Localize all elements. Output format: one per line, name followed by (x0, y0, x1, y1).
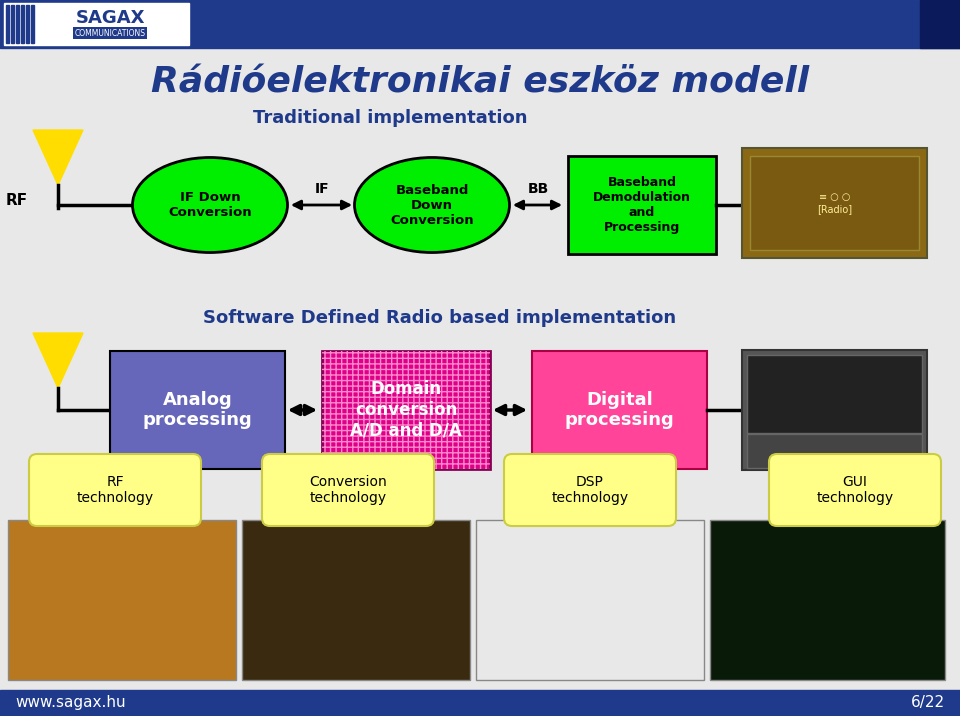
Bar (920, 0, 960, 48)
Bar (322, 351, 490, 469)
Text: Baseband
Down
Conversion: Baseband Down Conversion (390, 183, 474, 226)
Bar (322, 351, 490, 469)
Text: Software Defined Radio based implementation: Software Defined Radio based implementat… (204, 309, 677, 327)
Bar (532, 351, 707, 469)
Bar (747, 434, 922, 468)
Text: IF Down
Conversion: IF Down Conversion (168, 191, 252, 219)
Bar (742, 350, 927, 470)
Bar (750, 156, 919, 250)
Text: BB: BB (527, 182, 548, 196)
FancyBboxPatch shape (504, 454, 676, 526)
Text: SAGAX: SAGAX (75, 9, 145, 27)
Bar (26, 5, 29, 43)
Text: DSP
technology: DSP technology (551, 475, 629, 505)
Bar (11, 5, 14, 43)
FancyBboxPatch shape (262, 454, 434, 526)
Bar (16, 5, 19, 43)
Bar (747, 355, 922, 433)
Text: www.sagax.hu: www.sagax.hu (15, 695, 126, 710)
Bar (568, 156, 716, 254)
Text: Domain
conversion
A/D and D/A: Domain conversion A/D and D/A (350, 380, 462, 440)
Bar (6, 5, 9, 43)
Bar (31, 5, 34, 43)
Bar (710, 520, 945, 680)
Ellipse shape (132, 158, 287, 253)
Text: Traditional implementation: Traditional implementation (252, 109, 527, 127)
Text: Analog
processing: Analog processing (143, 391, 252, 430)
FancyBboxPatch shape (29, 454, 201, 526)
Ellipse shape (354, 158, 510, 253)
Text: Conversion
technology: Conversion technology (309, 475, 387, 505)
Bar (4, 3, 189, 45)
Text: Digital
processing: Digital processing (564, 391, 674, 430)
Text: COMMUNICATIONS: COMMUNICATIONS (75, 29, 146, 37)
Text: RF: RF (6, 193, 28, 208)
Bar (0, 690, 960, 716)
FancyBboxPatch shape (769, 454, 941, 526)
Polygon shape (33, 130, 83, 185)
Text: 6/22: 6/22 (911, 695, 945, 710)
Text: RF
technology: RF technology (77, 475, 154, 505)
Bar (476, 520, 704, 680)
Text: GUI
technology: GUI technology (816, 475, 894, 505)
Bar (0, 0, 960, 48)
Bar (742, 148, 927, 258)
Bar (110, 351, 285, 469)
Bar (21, 5, 24, 43)
Polygon shape (33, 333, 83, 388)
Bar (242, 520, 470, 680)
Text: Baseband
Demodulation
and
Processing: Baseband Demodulation and Processing (593, 176, 691, 234)
Text: IF: IF (315, 182, 329, 196)
Bar (8, 520, 236, 680)
Text: ≡ ○ ○
[Radio]: ≡ ○ ○ [Radio] (817, 192, 852, 214)
Text: Rádióelektronikai eszköz modell: Rádióelektronikai eszköz modell (151, 65, 809, 99)
